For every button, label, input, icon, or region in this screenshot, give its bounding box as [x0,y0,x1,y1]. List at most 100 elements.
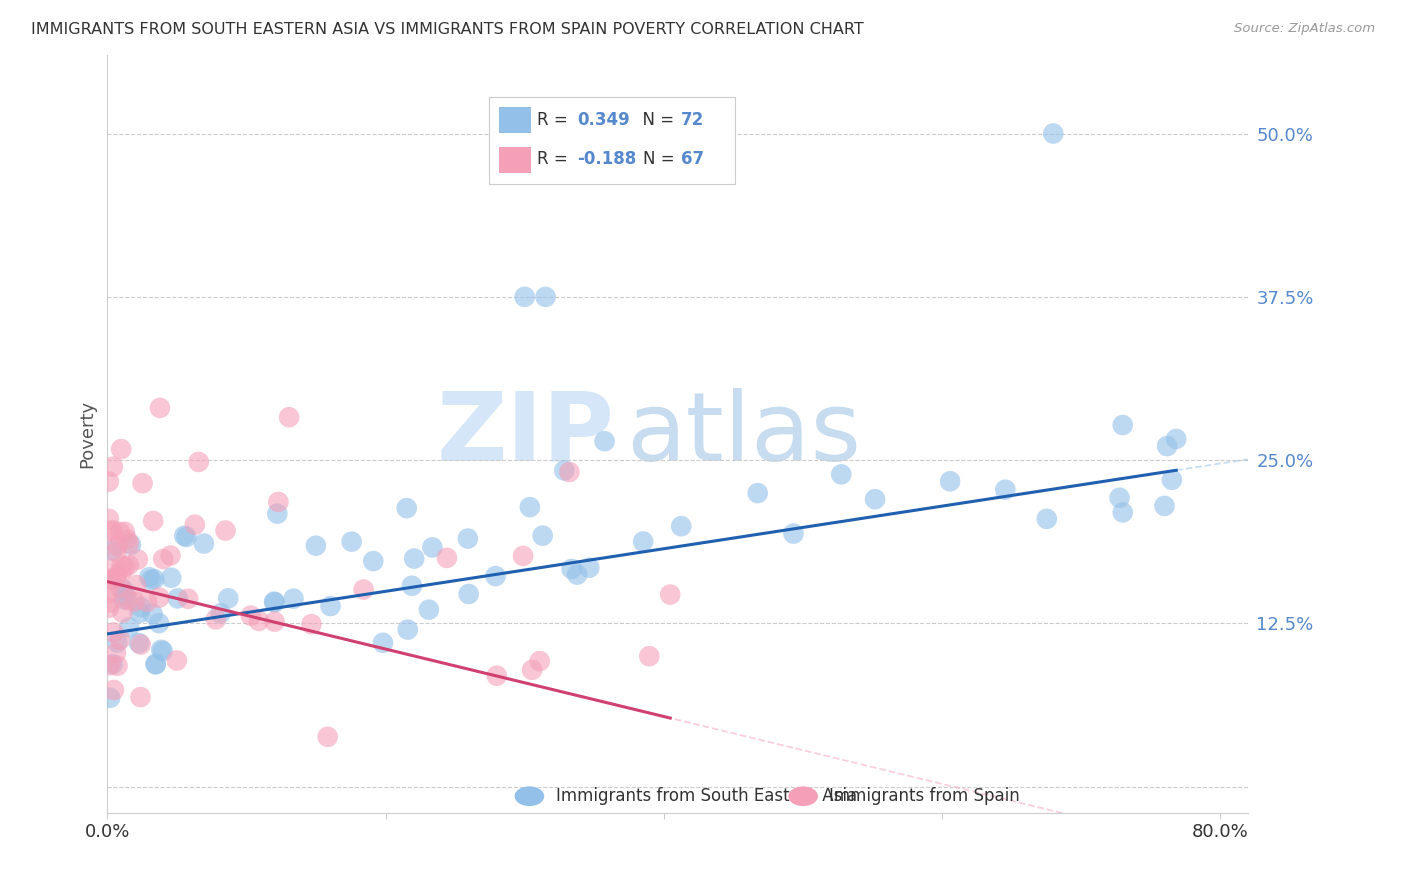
Point [631,534,654,549]
Point [125,578,148,592]
Point [457,587,479,601]
Text: IMMIGRANTS FROM SOUTH EASTERN ASIA VS IMMIGRANTS FROM SPAIN POVERTY CORRELATION : IMMIGRANTS FROM SOUTH EASTERN ASIA VS IM… [31,22,863,37]
Point [371,636,394,650]
Point [363,554,385,568]
Text: N =: N = [644,150,681,168]
Point [205,612,228,626]
Point [418,602,440,616]
Point [97,512,120,526]
Point [1166,432,1188,446]
Point [105,635,128,649]
Point [193,536,215,550]
Point [110,581,132,595]
Point [159,549,181,563]
Point [529,654,551,668]
Point [100,562,122,576]
Point [101,459,124,474]
Point [105,544,128,558]
Point [1042,127,1064,141]
Point [671,519,693,533]
Point [97,586,120,600]
Point [184,517,207,532]
Point [214,524,236,538]
Point [150,642,173,657]
Point [1108,491,1130,505]
Point [283,591,305,606]
Point [340,534,363,549]
Point [512,549,534,563]
Point [173,529,195,543]
Point [98,596,121,610]
Point [565,567,588,582]
Point [830,467,852,482]
Point [142,514,165,528]
Point [143,572,166,586]
Point [149,401,172,415]
Text: R =: R = [537,111,574,128]
Point [145,657,167,672]
Point [266,507,288,521]
Point [118,536,141,550]
Point [111,558,134,573]
Point [939,475,962,489]
Point [263,595,285,609]
Point [114,524,136,539]
Point [782,526,804,541]
Text: -0.188: -0.188 [578,150,637,168]
Point [513,290,536,304]
Point [278,410,301,425]
Point [98,658,121,673]
Point [217,591,239,606]
Bar [499,147,530,172]
Point [534,290,557,304]
Point [98,600,121,615]
Point [118,620,141,634]
Point [103,625,125,640]
Point [531,529,554,543]
Point [141,607,163,621]
Point [98,690,121,705]
Point [1160,473,1182,487]
Circle shape [789,787,818,806]
Point [100,572,122,586]
Point [1112,417,1135,432]
FancyBboxPatch shape [489,97,735,184]
Text: Immigrants from Spain: Immigrants from Spain [830,788,1021,805]
Point [561,562,583,576]
Point [120,538,142,552]
Point [128,606,150,620]
Point [638,649,661,664]
Point [111,606,134,620]
Point [108,524,131,539]
Point [863,492,886,507]
Point [396,623,419,637]
Point [520,663,543,677]
Point [1153,499,1175,513]
Point [239,608,262,623]
Text: N =: N = [633,111,679,128]
Point [129,690,152,705]
Point [659,588,682,602]
Point [301,617,323,632]
Point [97,575,120,590]
Point [404,551,426,566]
Point [118,558,141,572]
Point [160,571,183,585]
Point [107,539,129,553]
Point [148,591,170,605]
Point [994,483,1017,497]
Point [114,588,136,602]
Point [436,550,458,565]
Point [166,653,188,667]
Point [209,607,232,621]
Text: 67: 67 [681,150,704,168]
Point [128,636,150,650]
Point [112,592,135,607]
Point [401,579,423,593]
Point [131,476,153,491]
Text: 0.349: 0.349 [578,111,630,128]
Point [558,465,581,479]
Point [747,486,769,500]
Point [145,657,167,671]
Point [104,646,127,660]
